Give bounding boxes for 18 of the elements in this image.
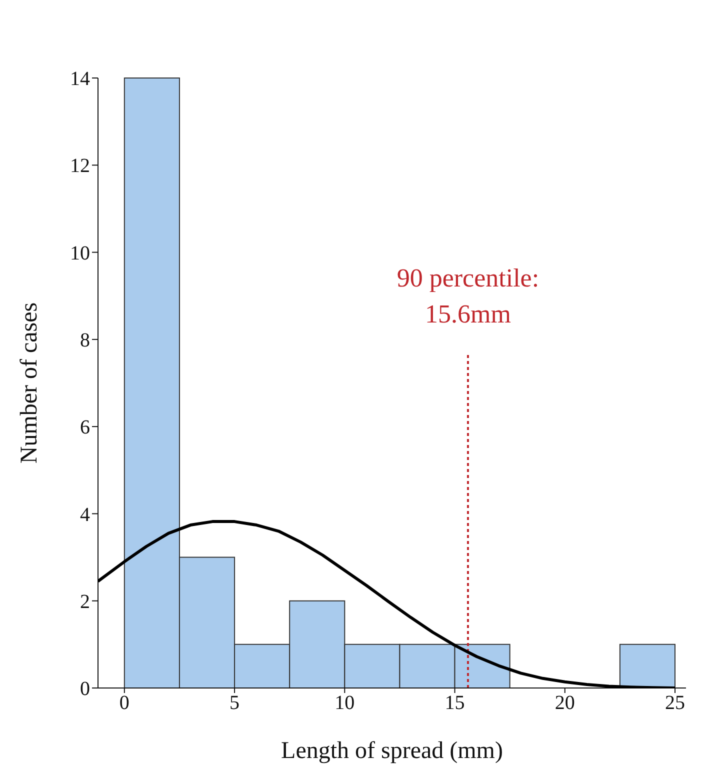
line-series <box>98 520 676 688</box>
x-axis-title: Length of spread (mm) <box>281 738 503 764</box>
y-tick-label: 10 <box>70 242 90 264</box>
ref-line-label: 90 percentile: 15.6mm <box>396 264 540 328</box>
x-tick-label: 10 <box>334 692 355 714</box>
x-tick-label: 0 <box>119 692 130 714</box>
x-tick-label: 5 <box>230 692 240 714</box>
y-tick-label: 6 <box>80 416 90 439</box>
y-tick-label: 8 <box>80 330 90 352</box>
y-tick-label: 2 <box>80 590 90 613</box>
x-tick-label: 15 <box>444 692 465 714</box>
y-tick-label: 4 <box>80 504 90 526</box>
y-tick-label: 14 <box>70 68 90 90</box>
x-tick-label: 25 <box>664 692 685 714</box>
x-tick-label: 20 <box>554 692 575 714</box>
y-tick-label: 12 <box>70 155 90 178</box>
y-tick-label: 0 <box>80 678 90 700</box>
y-axis-title: Number of cases <box>16 302 43 464</box>
